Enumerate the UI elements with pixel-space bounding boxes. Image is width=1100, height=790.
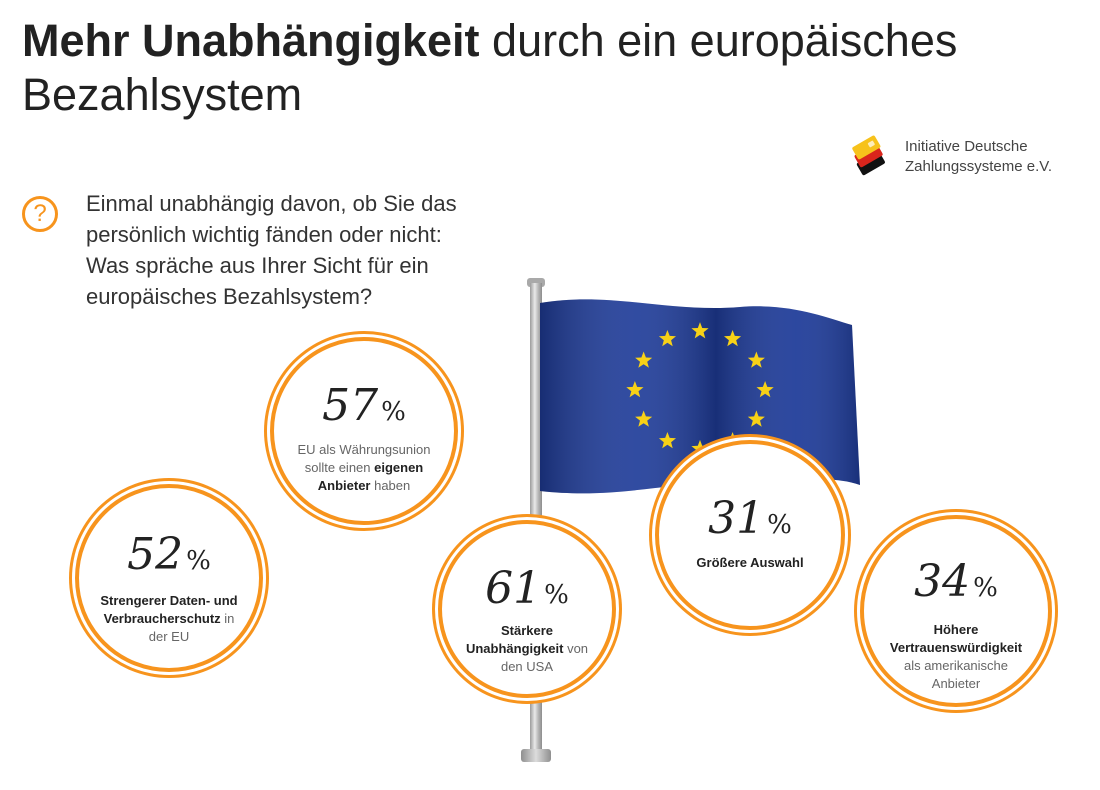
bubble-value-number: 52: [127, 529, 184, 580]
flag-star: [658, 432, 676, 449]
bubble-item: 52% Strengerer Daten- und Verbraucherschu…: [75, 484, 263, 672]
flag-star: [724, 432, 742, 449]
flag-star: [756, 381, 774, 398]
flagpole-base: [521, 749, 551, 762]
bubble-value-unit: %: [544, 580, 569, 610]
bubble-value: 61%: [442, 564, 612, 620]
bubble-label: Strengerer Daten- und Verbraucherschutz …: [100, 593, 238, 644]
bubble-value-unit: %: [186, 546, 211, 576]
bubble-value-unit: %: [767, 510, 792, 540]
bubble-value-number: 31: [708, 493, 765, 544]
bubble-item: 57% EU als Währungsunion sollte einen eig…: [270, 337, 458, 525]
flag-star: [635, 351, 653, 368]
bubble-value-unit: %: [381, 397, 406, 427]
logo-line-1: Initiative Deutsche: [905, 138, 1028, 155]
flag-star: [626, 381, 644, 398]
bubble-label: Größere Auswahl: [696, 555, 804, 570]
flag-star: [691, 322, 709, 339]
bubble-value-number: 34: [914, 556, 971, 607]
bubble-item: 34% Höhere Vertrauenswürdigkeit als ameri…: [860, 515, 1052, 707]
bubble-label: Stärkere Unabhängigkeit von den USA: [465, 623, 589, 674]
question-mark-icon: ?: [22, 196, 58, 232]
organization-logo: Initiative Deutsche Zahlungssysteme e.V.: [843, 128, 1073, 184]
bubble-label: EU als Währungsunion sollte einen eigene…: [297, 442, 431, 493]
title-bold: Mehr Unabhängigkeit: [22, 15, 480, 66]
flag-star: [724, 330, 742, 347]
bubble-value-number: 61: [485, 563, 542, 614]
flag-star: [658, 330, 676, 347]
bubble-item: 31% Größere Auswahl: [655, 440, 845, 630]
bubble-value-number: 57: [322, 380, 379, 431]
flag-star: [691, 439, 709, 457]
flagpole-cap: [527, 278, 545, 287]
bubble-value: 52%: [79, 530, 259, 586]
question-text: Einmal unabhängig davon, ob Sie das pers…: [86, 191, 457, 309]
wallet-logo-icon: [852, 135, 885, 176]
bubble-value: 31%: [659, 494, 841, 550]
bubble-value-unit: %: [973, 573, 998, 603]
flag-star: [747, 351, 765, 368]
bubble-item: 61% Stärkere Unabhängigkeit von den USA: [438, 520, 616, 698]
bubble-label: Höhere Vertrauenswürdigkeit als amerikan…: [889, 622, 1023, 691]
logo-line-2: Zahlungssysteme e.V.: [905, 158, 1053, 175]
flag-stars: [626, 322, 774, 457]
flag-star: [747, 410, 765, 427]
title-rest: durch ein europäisches Bezahlsystem: [22, 15, 958, 120]
bubble-value: 34%: [864, 557, 1048, 613]
flag-star: [635, 410, 653, 427]
bubble-value: 57%: [274, 381, 454, 437]
page-title: Mehr Unabhängigkeit durch ein europäisch…: [22, 14, 1062, 122]
